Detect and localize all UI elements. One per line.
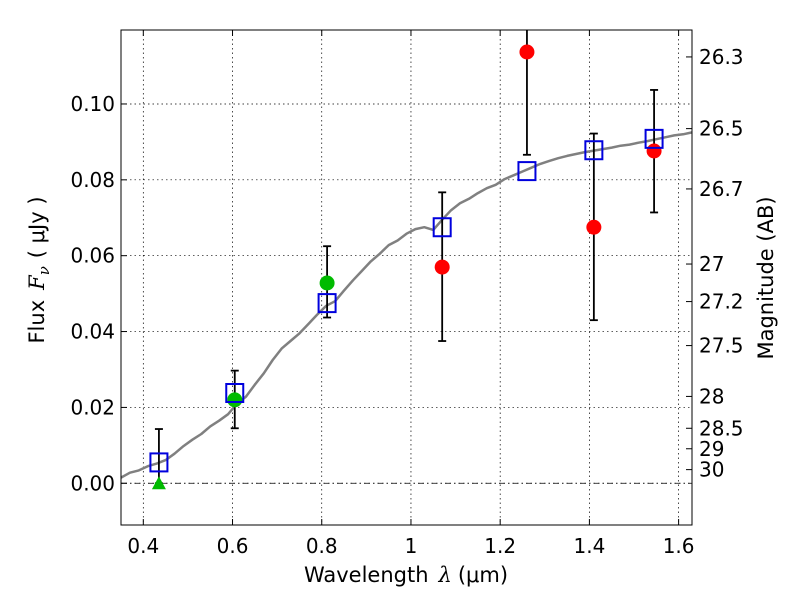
red-points-marker xyxy=(519,44,535,60)
error-bars xyxy=(154,30,659,485)
y-tick-label: 0.10 xyxy=(70,92,115,116)
x-axis-label: Wavelength λ (μm) xyxy=(304,563,508,587)
x-axis-label-unit: (μm) xyxy=(458,563,508,587)
model-square-marker xyxy=(225,383,245,403)
right-tick-label: 29 xyxy=(699,437,724,461)
model-square-marker xyxy=(149,452,169,473)
model-spectrum-layer xyxy=(120,131,693,479)
y-tick-label: 0.02 xyxy=(70,395,115,419)
x-tick-label: 1.2 xyxy=(484,534,516,558)
model-square-marker xyxy=(584,140,604,161)
x-tick-label: 1.6 xyxy=(663,534,695,558)
right-tick-label: 26.5 xyxy=(699,117,744,141)
right-tick-label: 27 xyxy=(699,252,724,276)
right-tick-label: 28.5 xyxy=(699,416,744,440)
model-square-marker xyxy=(432,217,452,238)
red-points-marker xyxy=(586,219,602,235)
x-tick-label: 0.6 xyxy=(217,534,249,558)
y-tick-label: 0.08 xyxy=(70,168,115,192)
model-square-marker xyxy=(517,161,537,182)
y-axis-label-subscript: ν xyxy=(35,266,53,275)
x-axis-label-symbol: λ xyxy=(438,563,452,587)
x-tick-label: 1.4 xyxy=(573,534,605,558)
y-tick-label: 0.00 xyxy=(70,471,115,495)
x-tick-label: 1 xyxy=(405,534,418,558)
green-points-marker xyxy=(227,392,243,408)
plot-frame xyxy=(120,29,693,526)
y-axis-label-text: Flux xyxy=(25,300,49,344)
x-axis-label-text: Wavelength xyxy=(304,563,429,587)
model-square-marker xyxy=(317,293,337,314)
model-spectrum-line xyxy=(120,131,693,479)
right-tick-label: 30 xyxy=(699,458,724,482)
grid xyxy=(121,30,692,525)
right-tick-label: 26.3 xyxy=(699,45,744,69)
x-tick-label: 0.4 xyxy=(127,534,159,558)
right-tick-label: 26.7 xyxy=(699,177,744,201)
data-markers xyxy=(149,44,664,490)
green-points-marker xyxy=(319,275,335,291)
x-tick-labels: 0.4 0.6 0.8 1 1.2 1.4 1.6 xyxy=(127,534,694,558)
right-tick-label: 28 xyxy=(699,384,724,408)
right-tick-label: 27.2 xyxy=(699,290,744,314)
y-axis-label: Flux Fν ( μJy ) xyxy=(25,196,53,343)
y-axis-label-symbol: F xyxy=(25,274,49,291)
y-tick-labels: 0.00 0.02 0.04 0.06 0.08 0.10 xyxy=(70,92,115,495)
right-tick-label: 27.5 xyxy=(699,334,744,358)
y-tick-label: 0.04 xyxy=(70,320,115,344)
right-axis-label: Magnitude (AB) xyxy=(754,196,778,359)
red-points-marker xyxy=(646,143,662,159)
model-square-marker xyxy=(644,128,664,149)
green-triangle-marker xyxy=(151,476,166,490)
y-tick-label: 0.06 xyxy=(70,244,115,268)
red-points-marker xyxy=(434,259,450,275)
y-axis-label-unit: ( μJy ) xyxy=(25,196,49,258)
x-tick-label: 0.8 xyxy=(306,534,338,558)
ticks xyxy=(121,30,692,525)
